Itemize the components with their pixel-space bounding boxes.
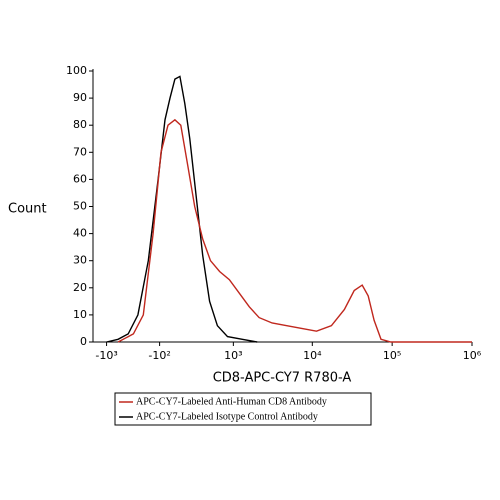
y-tick-label: 10 — [73, 308, 87, 321]
y-tick-label: 60 — [73, 172, 87, 185]
x-axis-label: CD8-APC-CY7 R780-A — [213, 371, 352, 386]
y-tick-label: 20 — [73, 281, 87, 294]
legend-label: APC-CY7-Labeled Isotype Control Antibody — [136, 411, 318, 422]
series-line — [106, 75, 258, 343]
y-axis-label: Count — [8, 202, 47, 217]
y-tick-label: 100 — [66, 64, 87, 77]
x-tick-label: 10³ — [224, 349, 242, 362]
y-tick-label: 80 — [73, 118, 87, 131]
x-tick-label: -10³ — [95, 349, 117, 362]
y-tick-label: 0 — [80, 335, 87, 348]
legend-label: APC-CY7-Labeled Anti-Human CD8 Antibody — [136, 396, 327, 407]
x-tick-label: 10⁴ — [303, 349, 322, 362]
x-tick-label: 10⁶ — [463, 349, 482, 362]
y-tick-label: 30 — [73, 254, 87, 267]
legend-box — [114, 392, 372, 426]
x-tick-label: 10⁵ — [383, 349, 401, 362]
y-tick-label: 70 — [73, 145, 87, 158]
y-tick-label: 50 — [73, 200, 87, 213]
y-tick-label: 90 — [73, 91, 87, 104]
y-tick-label: 40 — [73, 227, 87, 240]
x-tick-label: -10² — [148, 349, 170, 362]
series-line — [117, 118, 472, 343]
